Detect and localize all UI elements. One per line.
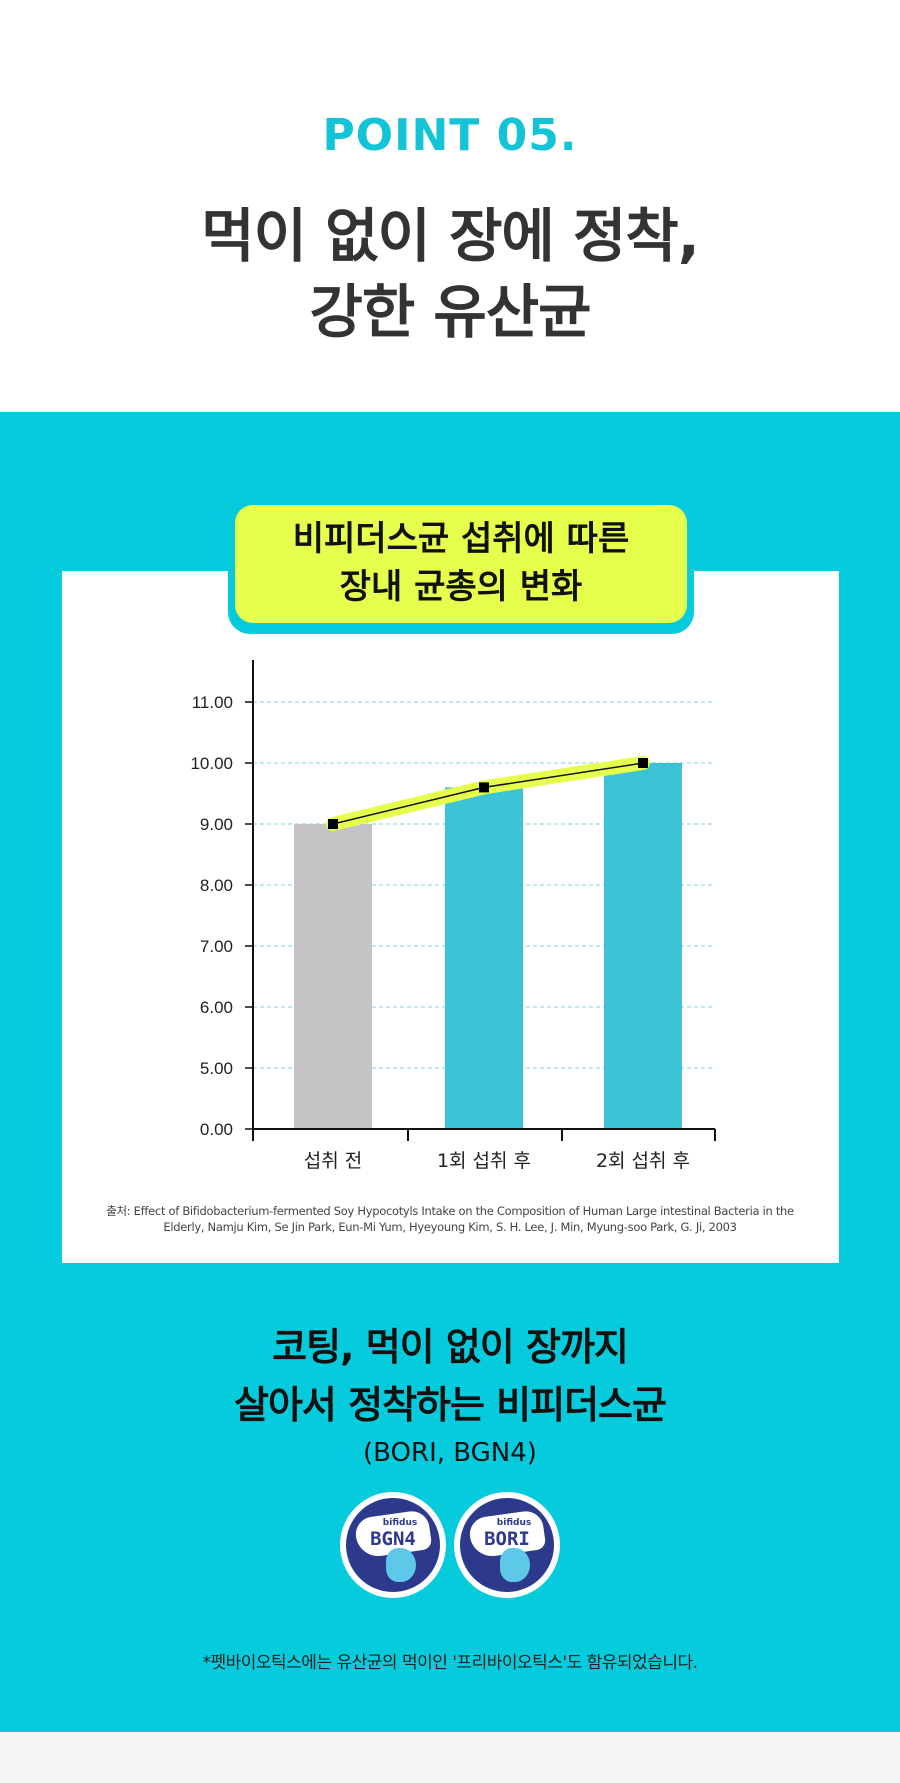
- y-tick-label: 5.00: [200, 1059, 233, 1078]
- y-tick-label: 7.00: [200, 937, 233, 956]
- bori-logo: bifidus BORI: [454, 1492, 560, 1598]
- logo-name: BGN4: [370, 1528, 416, 1550]
- trend-marker: [638, 758, 648, 768]
- y-tick-label: 6.00: [200, 998, 233, 1017]
- trend-marker: [328, 819, 338, 829]
- axes: [245, 660, 716, 1141]
- y-tick-label: 10.00: [190, 754, 233, 773]
- headline-line-1: 먹이 없이 장에 정착,: [201, 202, 700, 270]
- logo-small-text: bifidus: [382, 1518, 418, 1528]
- y-tick-label: 8.00: [200, 876, 233, 895]
- bar-chart: 0.00 5.00 6.00 7.00 8.00 9.00 10.00 11.00 섭취 전 1회…: [190, 660, 716, 1172]
- source-line-2: Elderly, Namju Kim, Se Jin Park, Eun-Mi …: [163, 1220, 737, 1234]
- axis-labels: 0.00 5.00 6.00 7.00 8.00 9.00 10.00 11.00 섭취 전 1회…: [190, 693, 690, 1172]
- source-line-1: 출처: Effect of Bifidobacterium-fermented …: [106, 1204, 794, 1218]
- page-title: 먹이 없이 장에 정착, 강한 유산균: [0, 198, 900, 350]
- footnote: *펫바이오틱스에는 유산균의 먹이인 '프리바이오틱스'도 함유되었습니다.: [202, 1653, 698, 1673]
- headline-line-2: 강한 유산균: [309, 278, 592, 346]
- trend-line: [326, 756, 650, 831]
- source-citation: 출처: Effect of Bifidobacterium-fermented …: [100, 1203, 800, 1235]
- subheading-line-1: 코팅, 먹이 없이 장까지: [272, 1325, 629, 1369]
- point-label: POINT 05.: [322, 110, 578, 161]
- y-tick-label: 9.00: [200, 815, 233, 834]
- subheading: 코팅, 먹이 없이 장까지 살아서 정착하는 비피더스균: [0, 1318, 900, 1434]
- chart-title-badge: 비피더스균 섭취에 따른 장내 균총의 변화: [235, 505, 687, 623]
- bar: [604, 763, 682, 1129]
- logo-name: BORI: [484, 1528, 530, 1550]
- bar: [294, 824, 372, 1129]
- x-category-label: 섭취 전: [304, 1150, 362, 1172]
- trend-marker: [479, 782, 489, 793]
- badge-line-1: 비피더스균 섭취에 따른: [292, 519, 630, 559]
- subheading-line-2: 살아서 정착하는 비피더스균: [234, 1383, 667, 1427]
- logo-small-text: bifidus: [496, 1518, 532, 1528]
- badge-line-2: 장내 균총의 변화: [339, 567, 583, 607]
- bgn4-logo: bifidus BGN4: [340, 1492, 446, 1598]
- y-tick-label: 11.00: [192, 693, 233, 712]
- bar: [445, 787, 523, 1129]
- strain-codes: (BORI, BGN4): [363, 1438, 537, 1468]
- bottom-strip: [0, 1732, 900, 1783]
- x-category-label: 2회 섭취 후: [596, 1150, 690, 1172]
- y-tick-label: 0.00: [200, 1120, 233, 1139]
- bars: [294, 763, 682, 1129]
- x-category-label: 1회 섭취 후: [437, 1150, 531, 1172]
- header-section: POINT 05. 먹이 없이 장에 정착, 강한 유산균: [0, 0, 900, 412]
